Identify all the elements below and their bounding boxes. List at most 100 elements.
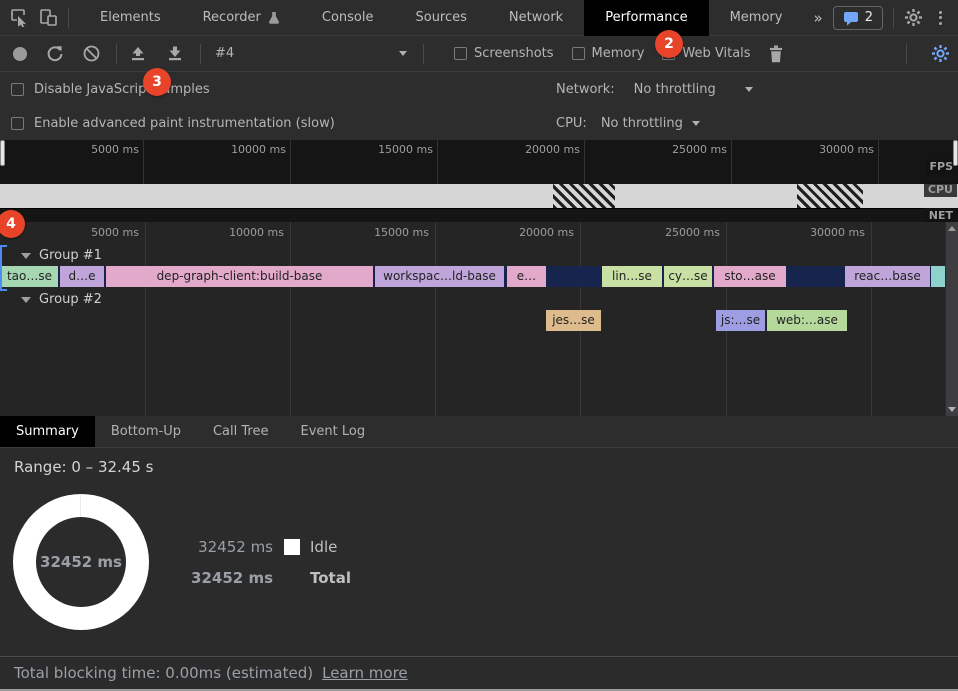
- trash-icon[interactable]: [768, 45, 784, 63]
- capture-settings-gear-icon[interactable]: [931, 44, 950, 63]
- flame-bar[interactable]: tao…se: [1, 266, 58, 287]
- summary-panel: Range: 0 – 32.45 s 32452 ms 32452 ms Idle…: [0, 448, 958, 656]
- history-select[interactable]: #4: [215, 46, 407, 61]
- total-blocking-time-bar: Total blocking time: 0.00ms (estimated) …: [0, 656, 958, 689]
- group-1-track: tao…se d…e dep-graph-client:build-base work…: [0, 266, 945, 287]
- flame-bar[interactable]: lin…se: [602, 266, 662, 287]
- cpu-lane-label: CPU: [923, 182, 957, 197]
- disable-js-samples-checkbox[interactable]: [11, 82, 24, 96]
- tab-memory[interactable]: Memory: [709, 0, 804, 36]
- detail-tab-call-tree[interactable]: Call Tree: [212, 424, 269, 439]
- overview-left-handle[interactable]: [0, 140, 5, 166]
- tab-elements[interactable]: Elements: [79, 0, 182, 36]
- flame-tick-label: 10000 ms: [229, 226, 284, 239]
- settings-gear-icon[interactable]: [904, 8, 923, 27]
- panel-tabs: Elements Recorder Console Sources Network Per…: [79, 0, 803, 36]
- flame-scrollbar[interactable]: [945, 222, 958, 416]
- flame-tick-label: 30000 ms: [810, 226, 865, 239]
- more-tabs-button[interactable]: »: [813, 8, 823, 27]
- record-button[interactable]: [13, 46, 27, 61]
- overview-tick-label: 25000 ms: [672, 143, 727, 156]
- scroll-down-icon[interactable]: [948, 407, 956, 412]
- chevron-down-icon: [744, 86, 753, 92]
- memory-checkbox[interactable]: [571, 47, 585, 60]
- overview-tick-label: 20000 ms: [525, 143, 580, 156]
- flame-bar[interactable]: jes…se: [546, 310, 601, 331]
- detail-tab-event-log[interactable]: Event Log: [300, 424, 366, 439]
- donut-seam: [80, 494, 81, 517]
- network-throttling-select[interactable]: Network: No throttling: [556, 72, 753, 106]
- tab-label: Recorder: [202, 10, 261, 25]
- group-1-header[interactable]: Group #1: [0, 247, 102, 264]
- detail-tab-summary[interactable]: Summary: [0, 416, 95, 447]
- cpu-throttling-select[interactable]: CPU: No throttling: [556, 106, 700, 140]
- flame-bar[interactable]: workspac…ld-base: [375, 266, 504, 287]
- legend-row: 32452 ms Total: [183, 567, 351, 589]
- selection-bracket: [0, 245, 7, 291]
- overview-tick: [143, 140, 144, 184]
- flame-bar[interactable]: web:…ase: [767, 310, 847, 331]
- chevron-down-icon: [691, 120, 700, 126]
- overview-tick: [731, 140, 732, 184]
- flame-bar[interactable]: e…: [507, 266, 546, 287]
- toolbar-checkboxes: Screenshots Memory Web Vitals: [436, 46, 751, 61]
- chevron-down-icon: [399, 51, 407, 56]
- scroll-up-icon[interactable]: [948, 226, 956, 231]
- advanced-paint-checkbox[interactable]: [11, 116, 24, 130]
- overview-tick: [290, 140, 291, 184]
- step-badge-3: 3: [143, 68, 171, 96]
- tab-recorder[interactable]: Recorder: [182, 0, 301, 36]
- tab-sources[interactable]: Sources: [394, 0, 487, 36]
- tab-console[interactable]: Console: [301, 0, 395, 36]
- cpu-unattributed-hatch: [553, 184, 615, 208]
- detail-tabbar: Summary Bottom-Up Call Tree Event Log: [0, 416, 958, 448]
- menu-kebab-icon[interactable]: [933, 10, 948, 25]
- screenshots-checkbox[interactable]: [454, 47, 467, 60]
- tab-label: Network: [508, 10, 564, 25]
- learn-more-link[interactable]: Learn more: [322, 664, 408, 682]
- tab-performance[interactable]: Performance: [584, 0, 709, 36]
- flame-tick-label: 5000 ms: [91, 226, 139, 239]
- disable-js-samples-label: Disable JavaScript samples: [34, 81, 210, 97]
- flame-bar[interactable]: d…e: [60, 266, 104, 287]
- reload-and-record-icon[interactable]: [46, 45, 64, 63]
- cpu-throttling-value: No throttling: [600, 115, 683, 131]
- group-2-track: jes…se js:…se web:…ase: [0, 310, 945, 331]
- issues-chat-icon: [843, 11, 858, 26]
- screenshots-checkbox-group[interactable]: Screenshots: [454, 46, 554, 61]
- detail-tab-bottom-up[interactable]: Bottom-Up: [110, 424, 181, 439]
- overview-right-handle[interactable]: [953, 140, 958, 166]
- flame-bar[interactable]: dep-graph-client:build-base: [106, 266, 373, 287]
- tabbar-right-cluster: 2: [832, 5, 948, 30]
- flame-gridline: [435, 222, 436, 416]
- save-profile-icon[interactable]: [166, 45, 184, 63]
- flame-bar[interactable]: js:…se: [716, 310, 765, 331]
- memory-checkbox-group[interactable]: Memory: [571, 46, 644, 61]
- overview-tick: [437, 140, 438, 184]
- timeline-overview[interactable]: 5000 ms 10000 ms 15000 ms 20000 ms 25000 ms 3…: [0, 140, 958, 222]
- inspect-element-icon[interactable]: [10, 8, 29, 27]
- flame-bar[interactable]: [931, 266, 945, 287]
- collapse-triangle-icon: [21, 296, 31, 303]
- tab-network[interactable]: Network: [488, 0, 584, 36]
- legend-value: 32452 ms: [198, 538, 273, 556]
- group-2-header[interactable]: Group #2: [0, 291, 102, 308]
- flame-bar[interactable]: cy…se: [664, 266, 712, 287]
- overview-tick-label: 15000 ms: [378, 143, 433, 156]
- overview-cpu-strip: [0, 184, 958, 208]
- window-bottom-edge: [0, 689, 958, 691]
- flame-bar[interactable]: sto…ase: [714, 266, 786, 287]
- network-throttling-label: Network:: [556, 81, 615, 97]
- issues-button[interactable]: 2: [832, 5, 883, 30]
- clear-recordings-icon[interactable]: [83, 45, 100, 62]
- toolbar-divider-4: [906, 43, 907, 64]
- tab-label: Performance: [605, 10, 688, 25]
- step-badge-4: 4: [0, 210, 25, 238]
- flame-bar[interactable]: reac…base: [845, 266, 930, 287]
- load-profile-icon[interactable]: [129, 45, 147, 63]
- flame-chart[interactable]: 5000 ms 10000 ms 15000 ms 20000 ms 25000 ms 3…: [0, 222, 958, 416]
- device-toolbar-icon[interactable]: [39, 8, 58, 27]
- legend-row: 32452 ms Idle: [183, 536, 337, 558]
- overview-tick-label: 10000 ms: [231, 143, 286, 156]
- toolbar-right-cluster: [890, 43, 950, 64]
